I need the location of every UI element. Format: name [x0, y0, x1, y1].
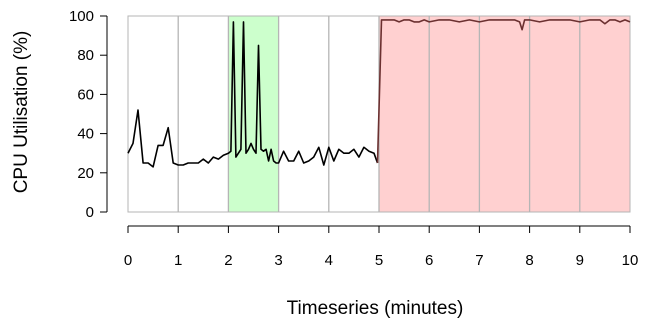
x-tick-label-7: 7 [475, 252, 483, 269]
series-line-2 [376, 19, 631, 164]
y-axis-title: CPU Utilisation (%) [11, 31, 32, 194]
x-tick-label-5: 5 [375, 252, 383, 269]
y-tick-label-60: 60 [77, 86, 94, 103]
x-axis: 0 1 2 3 4 5 6 7 8 9 10 [124, 225, 639, 269]
shaded-region-1 [228, 16, 279, 212]
x-tick-label-6: 6 [425, 252, 433, 269]
x-tick-label-2: 2 [224, 252, 232, 269]
plot-frame [127, 15, 631, 213]
y-tick-label-40: 40 [77, 126, 94, 143]
x-tick-label-9: 9 [576, 252, 584, 269]
shaded-region-2 [379, 16, 630, 212]
x-axis-title: Timeseries (minutes) [287, 298, 464, 319]
y-tick-label-0: 0 [86, 204, 94, 221]
x-tick-label-1: 1 [174, 252, 182, 269]
x-tick-label-8: 8 [525, 252, 533, 269]
series-line-1 [127, 21, 379, 168]
y-tick-label-80: 80 [77, 47, 94, 64]
x-tick-label-10: 10 [622, 252, 639, 269]
vertical-gridlines [177, 16, 581, 212]
y-axis: 0 20 40 60 80 100 [69, 8, 108, 221]
y-tick-label-20: 20 [77, 165, 94, 182]
x-tick-label-4: 4 [325, 252, 333, 269]
y-tick-label-100: 100 [69, 8, 94, 25]
x-tick-label-0: 0 [124, 252, 132, 269]
data-lines [127, 19, 631, 168]
x-tick-label-3: 3 [274, 252, 282, 269]
shaded-regions [228, 16, 630, 212]
